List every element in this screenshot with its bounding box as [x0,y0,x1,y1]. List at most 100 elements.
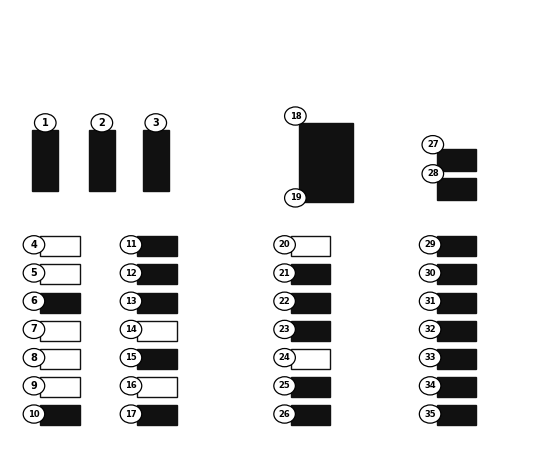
Bar [137,349,177,369]
Circle shape [23,377,45,395]
Text: 34: 34 [424,381,436,390]
Text: 9: 9 [31,381,37,391]
Circle shape [422,165,444,183]
Bar [89,130,115,191]
Circle shape [23,405,45,423]
Bar [137,236,177,256]
Text: 10: 10 [28,410,40,419]
Text: 22: 22 [279,297,291,306]
Circle shape [274,349,295,367]
Text: 14: 14 [125,325,137,334]
Circle shape [120,236,142,254]
Circle shape [23,292,45,310]
Text: 11: 11 [125,240,137,249]
Circle shape [274,236,295,254]
Text: 4: 4 [31,240,37,250]
Bar [437,405,476,425]
Circle shape [145,114,167,132]
Text: 3: 3 [153,118,159,128]
Text: 1: 1 [42,118,49,128]
Circle shape [274,292,295,310]
Circle shape [419,377,441,395]
Circle shape [285,107,306,125]
Text: 30: 30 [424,268,436,278]
Circle shape [285,189,306,207]
Circle shape [419,236,441,254]
Text: 13: 13 [125,297,137,306]
Circle shape [120,264,142,282]
Text: 5: 5 [31,268,37,278]
Text: 25: 25 [279,381,291,390]
Bar [40,321,80,341]
Circle shape [23,264,45,282]
Bar [291,321,330,341]
Bar [137,321,177,341]
Text: 20: 20 [279,240,291,249]
Text: 27: 27 [427,140,439,149]
Circle shape [274,377,295,395]
Text: 17: 17 [125,410,137,419]
Circle shape [34,114,56,132]
Text: 31: 31 [424,297,436,306]
Bar [137,293,177,313]
Bar [437,264,476,284]
Text: 26: 26 [279,410,291,419]
Text: 6: 6 [31,296,37,306]
Circle shape [91,114,113,132]
Text: 16: 16 [125,381,137,390]
Circle shape [23,320,45,339]
Text: 24: 24 [279,353,291,362]
Circle shape [274,405,295,423]
Bar [299,123,353,202]
Bar [32,130,58,191]
Bar [291,236,330,256]
Circle shape [120,377,142,395]
Bar [291,349,330,369]
Circle shape [23,349,45,367]
Text: 18: 18 [289,111,301,121]
Circle shape [120,320,142,339]
Bar [437,149,476,171]
Bar [291,264,330,284]
Circle shape [120,292,142,310]
Bar [291,405,330,425]
Text: 29: 29 [424,240,436,249]
Bar [437,321,476,341]
Bar [437,236,476,256]
Circle shape [419,405,441,423]
Bar [137,405,177,425]
Circle shape [419,320,441,339]
Text: 28: 28 [427,169,439,178]
Text: 7: 7 [31,324,37,334]
Bar [40,236,80,256]
Bar [40,293,80,313]
Bar [143,130,169,191]
Bar [437,293,476,313]
Text: 33: 33 [424,353,436,362]
Bar [40,377,80,397]
Bar [137,264,177,284]
Bar [291,293,330,313]
Bar [437,377,476,397]
Text: 8: 8 [31,353,37,363]
Text: 12: 12 [125,268,137,278]
Circle shape [419,349,441,367]
Circle shape [23,236,45,254]
Text: 32: 32 [424,325,436,334]
Text: 35: 35 [424,410,436,419]
Bar [137,377,177,397]
Bar [40,349,80,369]
Circle shape [120,349,142,367]
Circle shape [419,292,441,310]
Text: 19: 19 [289,193,301,202]
Text: 2: 2 [99,118,105,128]
Bar [291,377,330,397]
Circle shape [120,405,142,423]
Bar [437,349,476,369]
Text: 15: 15 [125,353,137,362]
Circle shape [422,136,444,154]
Circle shape [274,320,295,339]
Bar [40,264,80,284]
Bar [437,178,476,200]
Circle shape [274,264,295,282]
